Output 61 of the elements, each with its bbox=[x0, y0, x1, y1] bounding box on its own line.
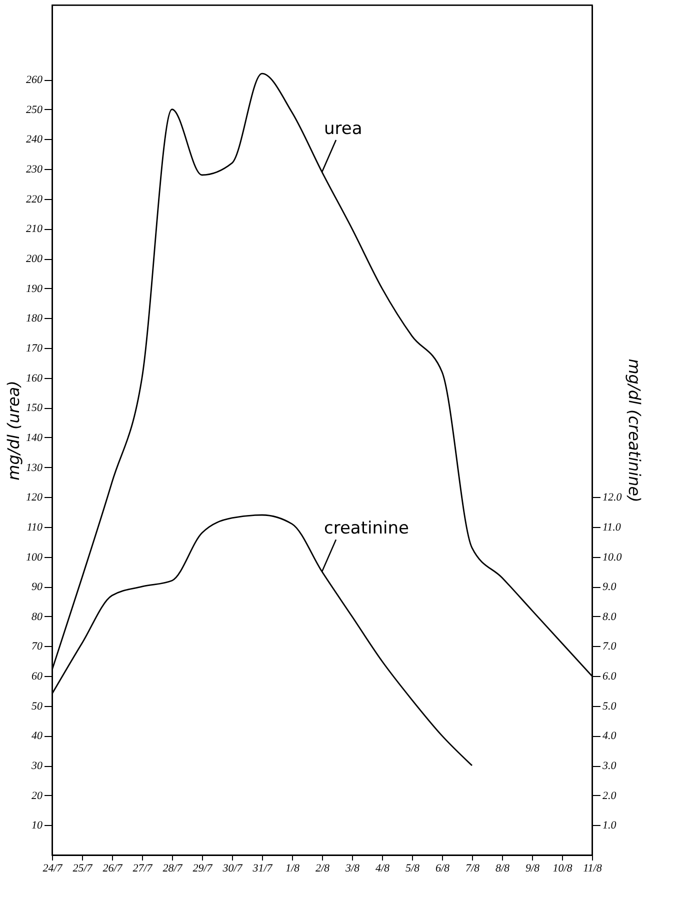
x-tick-label: 28/7 bbox=[162, 862, 183, 874]
y2-tick-label: 10.0 bbox=[602, 551, 622, 564]
y2-tick-label: 3.0 bbox=[602, 760, 617, 772]
x-tick-label: 1/8 bbox=[285, 862, 300, 874]
y2-tick-label: 5.0 bbox=[602, 700, 617, 712]
y-tick-label: 80 bbox=[32, 610, 43, 623]
x-tick-label: 30/7 bbox=[222, 862, 243, 874]
y2-tick-label: 11.0 bbox=[602, 521, 622, 534]
y-tick-label: 240 bbox=[26, 134, 43, 146]
x-tick-label: 24/7 bbox=[42, 862, 63, 874]
y-tick-label: 250 bbox=[26, 104, 43, 116]
x-tick-label: 4/8 bbox=[375, 862, 390, 874]
y-tick-label: 130 bbox=[26, 462, 43, 474]
y2-tick-label: 12.0 bbox=[602, 492, 622, 504]
y2-axis-title: mg/dl (creatinine) bbox=[624, 358, 644, 502]
y-tick-label: 50 bbox=[32, 700, 43, 712]
y-tick-label: 120 bbox=[26, 492, 43, 504]
series-label: urea bbox=[324, 119, 362, 140]
y-tick-label: 100 bbox=[26, 551, 43, 564]
y-tick-label: 20 bbox=[32, 790, 43, 802]
x-tick-label: 25/7 bbox=[72, 862, 93, 874]
y2-tick-label: 6.0 bbox=[602, 670, 617, 683]
x-tick-label: 27/7 bbox=[132, 862, 153, 874]
x-tick-label: 2/8 bbox=[315, 862, 330, 874]
y-tick-label: 30 bbox=[30, 760, 43, 772]
y-tick-label: 210 bbox=[26, 223, 43, 236]
series-label: creatinine bbox=[324, 518, 409, 539]
y-axis-title: mg/dl (urea) bbox=[4, 380, 23, 480]
y-tick-label: 170 bbox=[26, 342, 43, 354]
y-tick-label: 140 bbox=[26, 432, 43, 444]
y-tick-label: 260 bbox=[26, 74, 43, 86]
y2-tick-label: 1.0 bbox=[602, 820, 617, 832]
x-tick-label: 31/7 bbox=[252, 862, 273, 874]
y-tick-label: 150 bbox=[26, 402, 43, 414]
y-tick-label: 70 bbox=[32, 640, 43, 653]
x-tick-label: 26/7 bbox=[102, 862, 123, 874]
x-tick-label: 8/8 bbox=[495, 862, 510, 874]
x-tick-label: 9/8 bbox=[525, 862, 540, 874]
y2-tick-label: 9.0 bbox=[602, 581, 617, 594]
x-tick-label: 6/8 bbox=[435, 862, 450, 874]
y-tick-label: 200 bbox=[26, 253, 43, 266]
y-tick-label: 160 bbox=[26, 372, 43, 384]
y-tick-label: 40 bbox=[32, 730, 43, 742]
y2-tick-label: 7.0 bbox=[602, 640, 617, 653]
y-tick-label: 230 bbox=[26, 164, 43, 176]
y-tick-label: 180 bbox=[26, 312, 43, 325]
y-tick-label: 190 bbox=[26, 282, 43, 295]
y-tick-label: 90 bbox=[32, 581, 43, 594]
y-tick-label: 220 bbox=[26, 193, 43, 206]
x-tick-label: 7/8 bbox=[465, 862, 480, 874]
y2-tick-label: 2.0 bbox=[602, 790, 617, 802]
y2-tick-label: 4.0 bbox=[602, 730, 617, 742]
y-tick-label: 10 bbox=[32, 820, 43, 832]
x-tick-label: 11/8 bbox=[583, 862, 602, 874]
x-tick-label: 10/8 bbox=[552, 862, 573, 874]
x-tick-label: 29/7 bbox=[192, 862, 213, 874]
x-tick-label: 3/8 bbox=[344, 862, 360, 874]
y-tick-label: 110 bbox=[26, 521, 43, 534]
y-tick-label: 60 bbox=[32, 670, 43, 683]
x-tick-label: 5/8 bbox=[405, 862, 420, 874]
y2-tick-label: 8.0 bbox=[602, 610, 617, 623]
